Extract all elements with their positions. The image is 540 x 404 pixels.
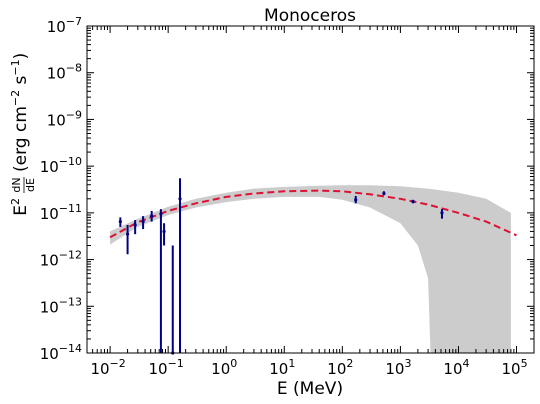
y-label-frac-den: dE: [24, 178, 37, 192]
chart-title: Monoceros: [264, 6, 356, 26]
data-point-marker: [133, 223, 137, 227]
y-label-units-close: ): [11, 53, 31, 60]
plot-frame: [86, 25, 535, 354]
x-tick-label: 102: [327, 357, 353, 378]
x-tick-label: 104: [443, 357, 469, 378]
model-curve: [109, 189, 517, 239]
x-axis-label: E (MeV): [277, 379, 343, 399]
data-point: [133, 220, 137, 235]
data-point: [354, 195, 358, 204]
data-point-marker: [141, 219, 145, 224]
uncertainty-band: [110, 185, 511, 353]
y-label-cm-exponent: −2: [9, 90, 22, 106]
y-label-e: E: [11, 205, 31, 216]
y-tick-label: 10−12: [40, 249, 82, 270]
data-point: [118, 217, 122, 227]
data-point-marker: [382, 191, 386, 196]
y-tick-label: 10−10: [40, 155, 82, 176]
data-point: [440, 209, 444, 219]
x-tick-label: 10−1: [149, 357, 184, 378]
data-points-layer: [118, 178, 444, 355]
uncertainty-band-layer: [110, 185, 511, 353]
y-tick-label: 10−14: [40, 342, 82, 363]
y-label-e-exponent: 2: [9, 198, 22, 205]
x-axis-ticks: 10−2 10−1 100 101 102 103 104 105: [86, 26, 535, 378]
data-point-marker: [354, 198, 358, 202]
y-label-units: (erg cm−2 s−1): [9, 53, 31, 172]
y-axis-label: E2 dN dE (erg cm−2 s−1): [9, 53, 37, 216]
x-tick-label: 100: [211, 357, 237, 378]
model-curve-layer: [109, 189, 517, 239]
data-point: [382, 191, 386, 196]
data-point-marker: [159, 212, 163, 216]
y-label-units-cm: (erg cm: [11, 106, 31, 172]
y-tick-label: 10−13: [40, 295, 82, 316]
data-point: [159, 209, 163, 353]
y-label-s-exponent: −1: [9, 59, 22, 75]
data-point-marker: [118, 219, 122, 224]
y-tick-label: 10−8: [47, 62, 82, 83]
x-tick-label: 10−2: [90, 357, 125, 378]
y-axis-ticks: 10−14 10−13 10−12 10−11 10−10 10−9 10−8 10−7: [40, 15, 534, 363]
y-tick-label: 10−11: [40, 202, 82, 223]
y-label-units-s: s: [11, 75, 31, 89]
y-label-e2: E2: [9, 198, 31, 216]
data-point: [178, 178, 182, 353]
y-tick-label: 10−9: [47, 108, 82, 129]
y-label-frac-num: dN: [10, 177, 23, 192]
x-tick-label: 103: [385, 357, 411, 378]
data-point-marker: [440, 211, 444, 215]
data-point-marker: [150, 214, 154, 218]
data-point: [162, 223, 166, 246]
y-tick-label: 10−7: [47, 15, 82, 36]
data-point-marker: [125, 232, 130, 236]
data-point-marker: [178, 197, 182, 201]
data-point-marker: [411, 199, 415, 204]
data-point: [411, 199, 415, 204]
x-tick-label: 101: [269, 357, 295, 378]
data-point: [125, 224, 130, 255]
data-point: [171, 245, 175, 355]
data-point-marker: [162, 229, 166, 234]
data-point: [141, 216, 145, 230]
data-point: [150, 210, 154, 222]
x-tick-label: 105: [501, 357, 527, 378]
